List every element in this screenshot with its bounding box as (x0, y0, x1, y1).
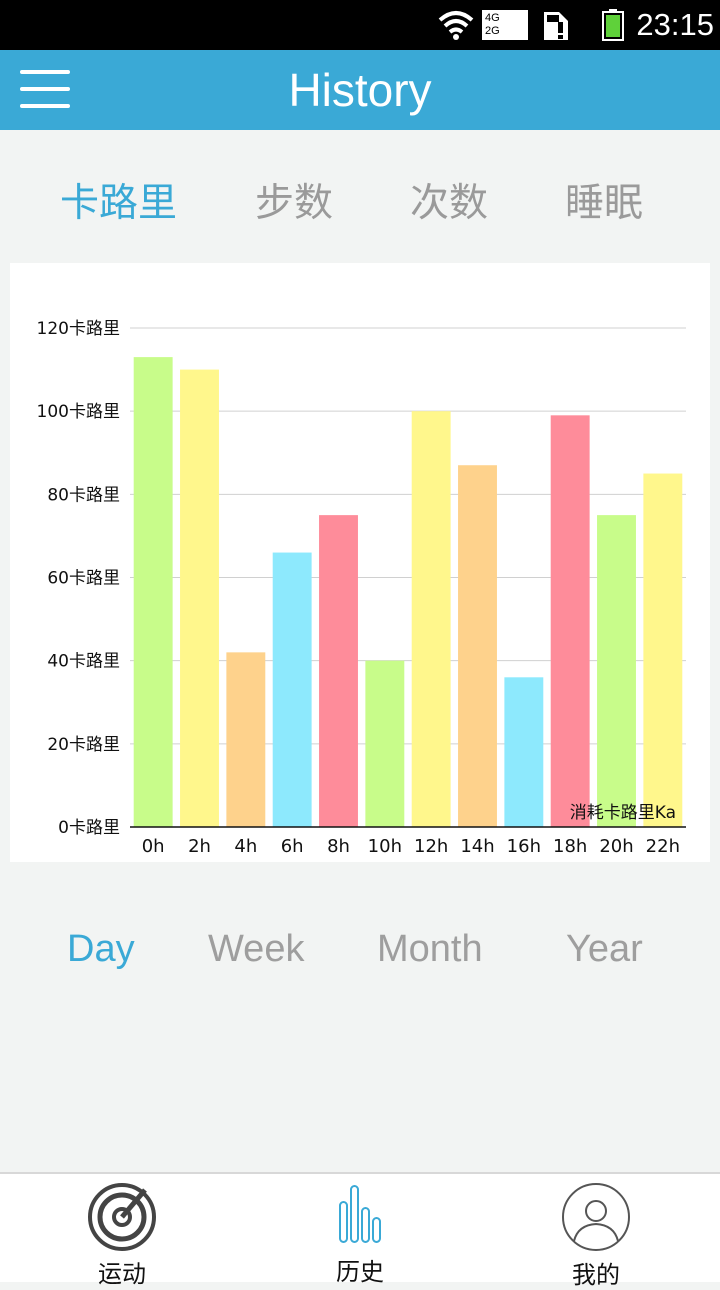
y-tick-label: 100卡路里 (37, 402, 120, 422)
x-tick-label: 10h (368, 836, 402, 857)
tab-count[interactable]: 次数 (410, 181, 489, 226)
chart-legend-label: 消耗卡路里Ka (570, 803, 676, 823)
x-tick-label: 0h (142, 836, 165, 857)
bar-chart: 0卡路里 20卡路里 40卡路里 60卡路里 80卡路里 100卡路里 120卡路里 0h 2h… (37, 319, 686, 857)
net-top-label: 4G (485, 12, 500, 24)
bar-22h (643, 473, 683, 827)
nav-label-mine: 我的 (572, 1261, 620, 1289)
status-bar: 4G 2G 23:15 (0, 0, 720, 50)
title-bar: History (0, 50, 720, 130)
status-time: 23:15 (636, 7, 714, 42)
y-tick-label: 20卡路里 (47, 735, 120, 755)
bar-4h (226, 652, 266, 827)
page-title: History (288, 64, 432, 116)
calorie-chart: 0卡路里 20卡路里 40卡路里 60卡路里 80卡路里 100卡路里 120卡路里 0h 2h… (10, 263, 710, 862)
tab-week[interactable]: Week (208, 928, 305, 970)
bar-12h (411, 411, 451, 827)
bar-16h (504, 677, 544, 827)
y-tick-label: 120卡路里 (37, 319, 120, 339)
history-bars-icon (339, 1185, 381, 1243)
tab-year[interactable]: Year (566, 928, 643, 970)
metric-tabs: 卡路里 步数 次数 睡眠 (0, 172, 720, 232)
bar-10h (365, 660, 405, 827)
x-tick-label: 20h (599, 836, 633, 857)
nav-label-exercise: 运动 (98, 1260, 146, 1288)
wifi-icon (438, 11, 474, 40)
bar-14h (458, 465, 497, 827)
tab-sleep[interactable]: 睡眠 (565, 181, 644, 226)
tab-month[interactable]: Month (377, 928, 483, 970)
x-tick-label: 22h (646, 836, 680, 857)
x-tick-label: 6h (281, 836, 304, 857)
nav-label-history: 历史 (336, 1258, 384, 1286)
bar-0h (133, 357, 173, 827)
bottom-nav: 运动 历史 我的 (0, 1172, 720, 1289)
y-tick-label: 80卡路里 (47, 485, 120, 505)
battery-icon (602, 9, 624, 41)
tab-steps[interactable]: 步数 (255, 181, 334, 226)
bar-8h (319, 515, 358, 827)
user-avatar-icon (562, 1183, 630, 1251)
y-tick-label: 60卡路里 (47, 569, 120, 589)
y-tick-label: 0卡路里 (58, 818, 120, 838)
bar-20h (597, 515, 636, 827)
hamburger-menu-icon[interactable] (20, 70, 72, 110)
tab-calories[interactable]: 卡路里 (60, 181, 178, 226)
net-bottom-label: 2G (485, 25, 500, 37)
y-tick-label: 40卡路里 (47, 652, 120, 672)
x-tick-label: 18h (553, 836, 587, 857)
x-tick-label: 2h (188, 836, 211, 857)
radar-icon (88, 1183, 156, 1251)
tab-day[interactable]: Day (67, 928, 135, 970)
nav-item-mine[interactable]: 我的 (526, 1174, 666, 1289)
nav-item-history[interactable]: 历史 (290, 1174, 430, 1286)
x-tick-label: 16h (507, 836, 541, 857)
nav-item-exercise[interactable]: 运动 (52, 1174, 192, 1288)
bar-2h (180, 369, 219, 827)
period-tabs: Day Week Month Year (0, 928, 720, 978)
bar-6h (272, 552, 312, 827)
x-tick-label: 14h (460, 836, 494, 857)
bar-18h (550, 415, 590, 827)
x-tick-label: 12h (414, 836, 448, 857)
x-tick-label: 4h (234, 836, 257, 857)
signal-icon: 4G 2G (482, 10, 528, 40)
sim-alert-icon (544, 12, 568, 40)
x-tick-label: 8h (327, 836, 350, 857)
